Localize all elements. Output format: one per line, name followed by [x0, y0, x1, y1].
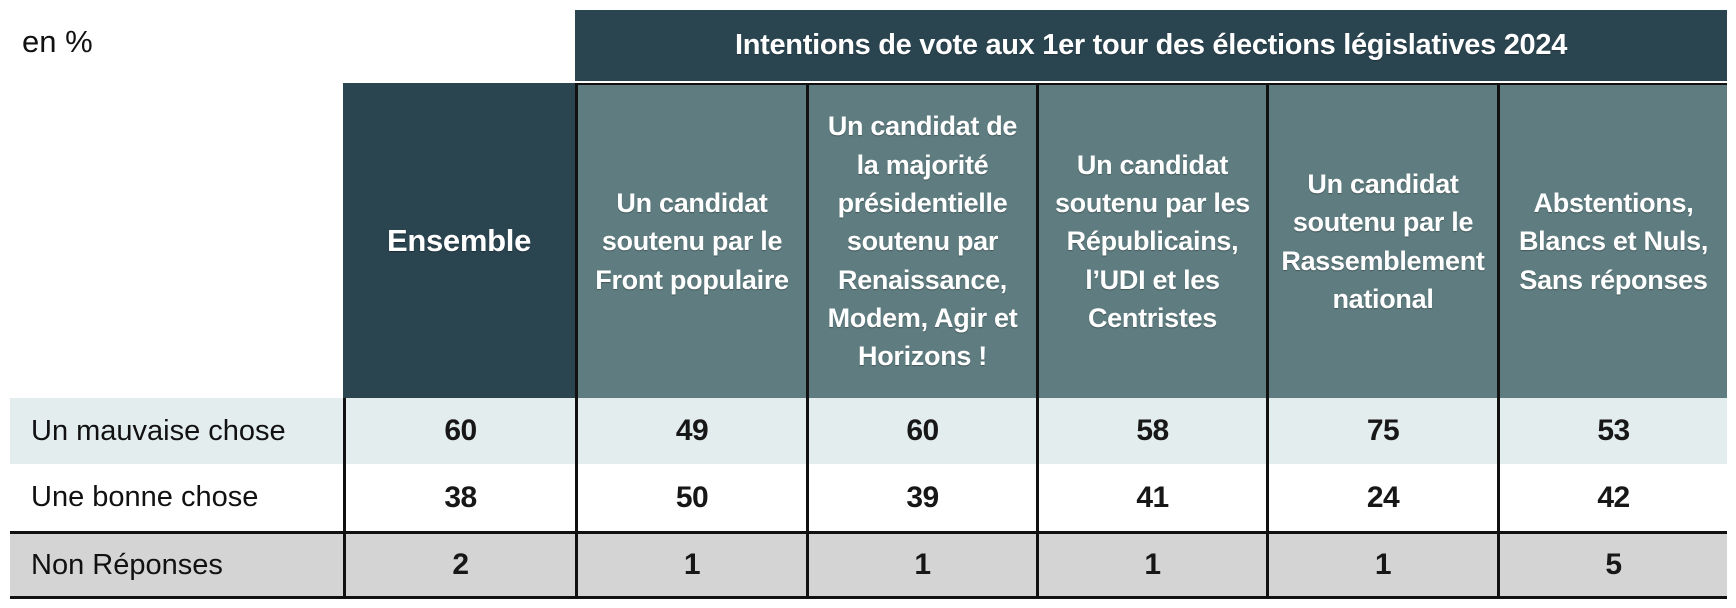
value-cell: 58 [1036, 398, 1266, 464]
column-header: Un candidat de la majorité présidentiell… [806, 83, 1036, 398]
value-cell: 53 [1497, 398, 1727, 464]
value-cell: 1 [575, 531, 806, 599]
value-cell: 1 [1266, 531, 1497, 599]
value-cell: 50 [575, 464, 806, 531]
table-corner-spacer [10, 83, 343, 398]
poll-table: Ensemble Un candidat soutenu par le Front… [10, 83, 1727, 599]
row-label: Un mauvaise chose [10, 398, 343, 464]
row-label: Une bonne chose [10, 464, 343, 531]
value-cell: 60 [806, 398, 1036, 464]
value-cell: 38 [343, 464, 575, 531]
column-header: Un candidat soutenu par le Rassemblement… [1266, 83, 1497, 398]
value-cell: 42 [1497, 464, 1727, 531]
value-cell: 41 [1036, 464, 1266, 531]
value-cell: 2 [343, 531, 575, 599]
column-header: Un candidat soutenu par les Républicains… [1036, 83, 1266, 398]
value-cell: 49 [575, 398, 806, 464]
value-cell: 60 [343, 398, 575, 464]
column-header: Abstentions, Blancs et Nuls, Sans répons… [1497, 83, 1727, 398]
value-cell: 1 [806, 531, 1036, 599]
value-cell: 1 [1036, 531, 1266, 599]
value-cell: 5 [1497, 531, 1727, 599]
value-cell: 24 [1266, 464, 1497, 531]
value-cell: 39 [806, 464, 1036, 531]
row-label: Non Réponses [10, 531, 343, 599]
column-header: Ensemble [343, 83, 575, 398]
table-group-header: Intentions de vote aux 1er tour des élec… [575, 10, 1727, 81]
column-header: Un candidat soutenu par le Front populai… [575, 83, 806, 398]
unit-label: en % [22, 24, 93, 59]
value-cell: 75 [1266, 398, 1497, 464]
